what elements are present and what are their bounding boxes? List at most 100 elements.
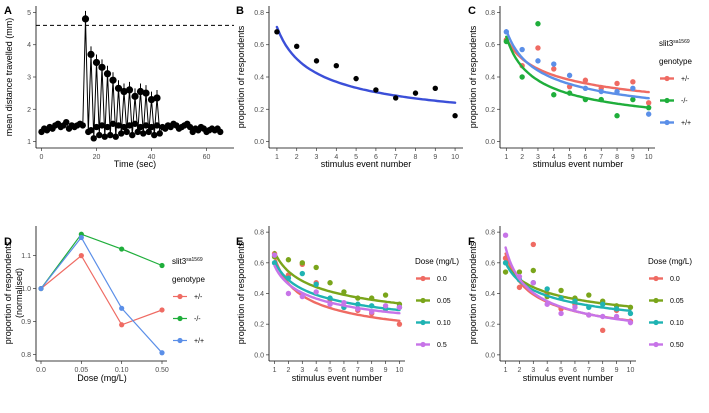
data-point xyxy=(274,29,280,35)
legend-label: 0.10 xyxy=(670,320,684,327)
series-line xyxy=(40,233,163,289)
data-point xyxy=(368,303,375,309)
data-point xyxy=(109,76,117,84)
x-tick-label: 8 xyxy=(414,154,418,161)
x-tick-label: 7 xyxy=(356,367,360,374)
data-point xyxy=(140,130,147,137)
legend-label: -/- xyxy=(681,98,688,105)
data-point xyxy=(503,29,510,35)
panel-label: C xyxy=(468,5,476,17)
x-tick-label: 60 xyxy=(203,154,211,161)
fit-curve xyxy=(504,246,632,323)
fit-curve xyxy=(504,252,632,322)
x-tick-label: 40 xyxy=(148,154,156,161)
data-point xyxy=(87,50,95,59)
data-point xyxy=(120,123,128,131)
y-tick-label: 3 xyxy=(27,75,31,82)
x-tick-label: 1 xyxy=(504,154,508,161)
data-point xyxy=(535,21,541,27)
y-axis-title: proportion of respondents xyxy=(236,25,246,128)
y-tick-label: 0.6 xyxy=(485,42,495,49)
legend-item: 0.5 xyxy=(416,341,447,349)
data-point xyxy=(285,257,292,263)
data-point xyxy=(368,295,375,301)
data-point xyxy=(566,72,573,79)
y-tick-label: 0.4 xyxy=(485,291,495,298)
legend-swatch-dot xyxy=(420,341,426,348)
data-point xyxy=(582,77,589,83)
data-point xyxy=(313,58,320,64)
y-tick-label: 0.2 xyxy=(254,107,264,114)
y-tick-label: 1.1 xyxy=(21,253,31,260)
data-point xyxy=(159,307,165,313)
y-tick-label: 0.8 xyxy=(485,10,495,17)
x-tick-label: 2 xyxy=(517,367,521,374)
legend-title-main: slit3 xyxy=(172,257,187,266)
fit-curve xyxy=(505,35,650,109)
data-point xyxy=(147,95,156,104)
y-tick-label: 0.2 xyxy=(254,322,264,329)
data-point xyxy=(313,281,319,287)
x-axis-title: stimulus event number xyxy=(321,159,412,169)
data-point xyxy=(134,128,141,136)
legend-title: Dose (mg/L) xyxy=(648,257,692,266)
data-point xyxy=(79,122,86,129)
data-point xyxy=(355,295,361,301)
data-point xyxy=(396,321,403,327)
y-axis-title: proportion of respondents xyxy=(236,241,246,344)
data-point xyxy=(582,85,589,91)
data-point xyxy=(614,88,620,95)
data-point xyxy=(333,63,340,69)
data-point xyxy=(530,280,537,286)
data-point xyxy=(38,285,44,292)
data-point xyxy=(119,246,125,252)
data-point xyxy=(572,304,578,311)
legend-swatch-dot xyxy=(420,297,426,304)
legend-swatch-dot xyxy=(664,119,670,126)
x-tick-label: 5 xyxy=(328,367,332,374)
y-axis-title: mean distance travelled (mm) xyxy=(4,18,14,137)
legend-swatch-dot xyxy=(420,275,426,282)
data-point xyxy=(93,123,100,131)
legend-label: 0.0 xyxy=(670,276,680,283)
data-point xyxy=(627,304,634,311)
x-tick-label: 8 xyxy=(601,367,605,374)
x-tick-label: 5 xyxy=(568,154,572,161)
legend-item: +/+ xyxy=(173,337,204,345)
data-point xyxy=(120,87,128,96)
data-point xyxy=(313,289,319,295)
data-point xyxy=(551,92,557,98)
data-point xyxy=(530,241,537,248)
legend-label: +/+ xyxy=(681,120,691,127)
data-point xyxy=(271,252,278,258)
data-point xyxy=(271,260,278,266)
data-point xyxy=(126,122,133,129)
data-point xyxy=(119,305,125,311)
legend-item: 0.10 xyxy=(416,319,451,327)
legend-item: 0.05 xyxy=(416,297,451,305)
data-point xyxy=(159,262,165,269)
data-point xyxy=(90,135,97,142)
data-point xyxy=(125,86,134,94)
y-tick-label: 0.8 xyxy=(485,230,495,237)
data-point xyxy=(87,127,95,134)
legend-label: +/- xyxy=(681,76,690,83)
legend-title: Dose (mg/L) xyxy=(415,257,459,266)
data-point xyxy=(544,301,550,307)
data-point xyxy=(327,280,333,286)
x-tick-label: 1 xyxy=(273,367,277,374)
data-point xyxy=(614,113,620,119)
data-point xyxy=(103,70,112,78)
fit-curve xyxy=(504,261,632,308)
x-axis-title: stimulus event number xyxy=(292,373,383,383)
panel-label: F xyxy=(468,236,475,248)
panel-label: A xyxy=(4,5,12,17)
legend-item: -/- xyxy=(173,315,201,323)
legend-item: 0.10 xyxy=(649,319,684,327)
y-tick-label: 5 xyxy=(27,10,31,17)
x-tick-label: 10 xyxy=(645,154,653,161)
data-point xyxy=(586,304,592,311)
data-point xyxy=(519,74,525,80)
